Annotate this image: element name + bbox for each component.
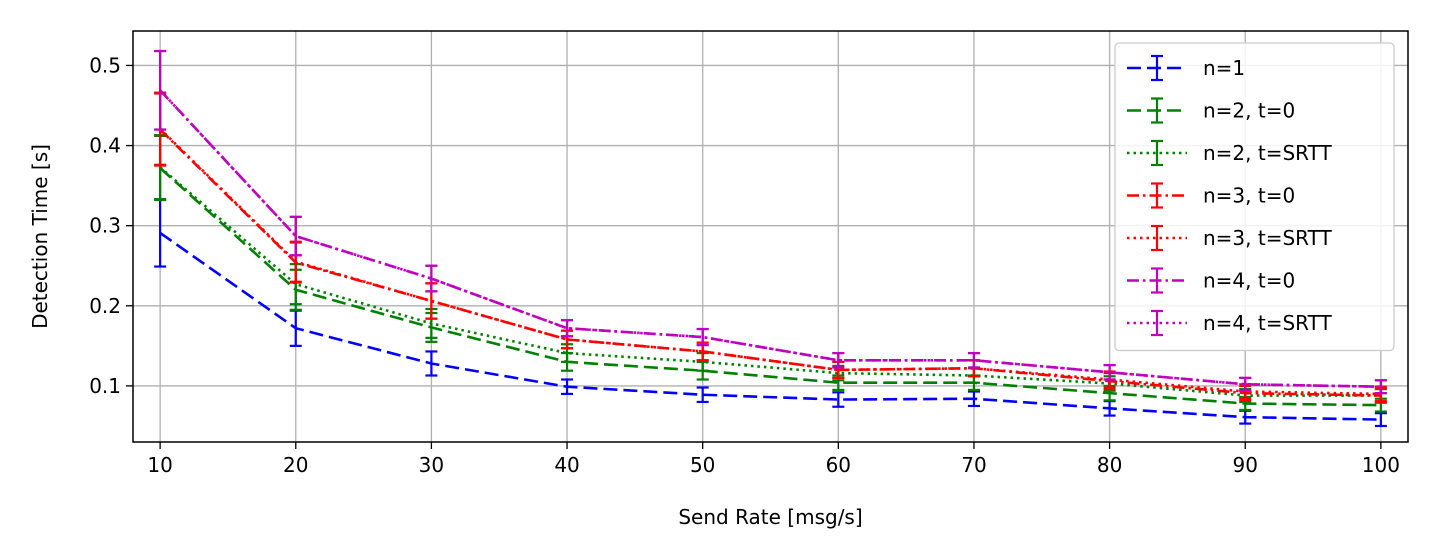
y-tick-label: 0.1: [89, 374, 121, 398]
legend-label: n=2, t=SRTT: [1203, 141, 1332, 165]
error-bar: [1239, 376, 1252, 392]
legend-item: n=3, t=0: [1127, 182, 1295, 209]
error-bar: [561, 319, 574, 338]
error-bar: [154, 49, 167, 131]
series-line: [159, 127, 1381, 396]
error-bar: [1374, 412, 1387, 428]
error-bar: [696, 327, 709, 347]
series-line: [159, 166, 1381, 397]
series-line: [159, 231, 1381, 421]
y-tick-label: 0.4: [89, 134, 121, 158]
error-bar: [832, 351, 845, 369]
x-axis-label: Send Rate [msg/s]: [678, 505, 862, 529]
y-tick-label: 0.2: [89, 294, 121, 318]
error-bar: [832, 391, 845, 408]
legend-item: n=3, t=SRTT: [1127, 224, 1332, 252]
error-bar: [561, 378, 574, 396]
y-axis-label: Detection Time [s]: [28, 144, 52, 329]
error-bar: [967, 390, 980, 408]
plot-frame: [132, 30, 1409, 443]
error-bar: [1374, 379, 1387, 395]
x-axis: 10 20 30 40 50 60 70 80 90 100: [147, 442, 1400, 477]
x-tick-label: 20: [283, 453, 308, 477]
series-line: [159, 89, 1381, 389]
x-tick-label: 90: [1233, 453, 1258, 477]
legend-label: n=3, t=SRTT: [1203, 226, 1332, 250]
legend-label: n=2, t=0: [1203, 99, 1295, 123]
series-layer: [154, 49, 1387, 428]
legend-box: [1114, 42, 1395, 352]
error-bar: [425, 350, 438, 377]
legend-item: n=2, t=SRTT: [1127, 139, 1332, 167]
legend-label: n=1: [1203, 56, 1245, 80]
x-tick-label: 10: [147, 453, 172, 477]
error-bar: [696, 386, 709, 404]
error-bar: [425, 264, 438, 293]
x-tick-label: 80: [1097, 453, 1122, 477]
legend-label: n=3, t=0: [1203, 184, 1295, 208]
y-axis: 0.1 0.2 0.3 0.4 0.5: [89, 53, 133, 398]
x-tick-label: 40: [554, 453, 579, 477]
legend: n=1 n=2, t=0 n=2, t=SRTT n=3, t=0 n=3, t=SRT…: [1114, 42, 1395, 352]
legend-item: n=2, t=0: [1127, 97, 1295, 124]
y-tick-label: 0.5: [89, 53, 121, 77]
series-line: [159, 89, 1381, 389]
legend-item: n=4, t=SRTT: [1127, 309, 1332, 337]
x-tick-label: 100: [1362, 453, 1400, 477]
x-tick-label: 50: [690, 453, 715, 477]
x-tick-label: 60: [826, 453, 851, 477]
legend-label: n=4, t=0: [1203, 269, 1295, 293]
legend-item: n=4, t=0: [1127, 267, 1295, 294]
x-tick-label: 30: [419, 453, 444, 477]
x-tick-label: 70: [961, 453, 986, 477]
series-line: [159, 167, 1381, 407]
legend-label: n=4, t=SRTT: [1203, 311, 1332, 335]
error-bar: [154, 198, 167, 268]
legend-item: n=1: [1127, 54, 1245, 82]
error-bar: [289, 215, 302, 257]
error-bar: [967, 351, 980, 369]
series-6: [154, 49, 1387, 395]
y-tick-label: 0.3: [89, 214, 121, 238]
error-bar: [1103, 363, 1116, 381]
